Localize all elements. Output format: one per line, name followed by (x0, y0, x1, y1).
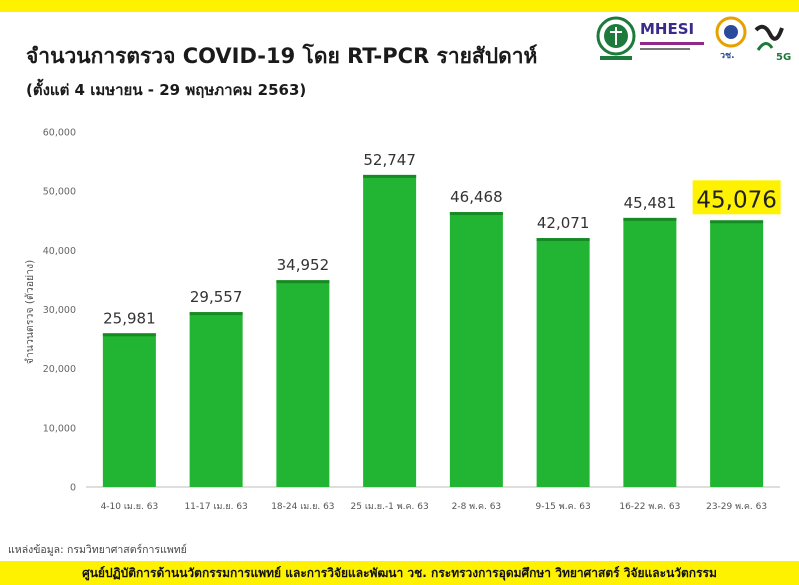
x-tick-label: 4-10 เม.ย. 63 (101, 502, 159, 512)
x-tick-label: 2-8 พ.ค. 63 (452, 502, 502, 512)
y-tick-label: 0 (70, 483, 76, 494)
highlight-label-box (692, 180, 781, 215)
y-tick-label: 10,000 (43, 423, 76, 434)
y-axis: 0 10,000 20,000 30,000 40,000 50,000 60,000 (43, 128, 76, 494)
bar-top-edge (623, 217, 677, 221)
chart-title: จำนวนการตรวจ COVID-19 โดย RT-PCR รายสัปด… (26, 44, 538, 68)
x-tick-label: 25 เม.ย.-1 พ.ค. 63 (351, 502, 429, 512)
mhesi-logo: MHESI (638, 18, 706, 50)
bar-top-edge (189, 312, 243, 316)
chart-subtitle: (ตั้งแต่ 4 เมษายน - 29 พฤษภาคม 2563) (26, 81, 307, 99)
bar (449, 212, 503, 487)
footer-credits: ศูนย์ปฏิบัติการด้านนวัตกรรมการแพทย์ และก… (82, 566, 717, 580)
nrct-logo-text: วช. (720, 51, 735, 61)
value-label: 25,981 (103, 309, 156, 327)
x-axis: 4-10 เม.ย. 63 11-17 เม.ย. 63 18-24 เม.ย. 6… (86, 486, 780, 512)
y-tick-label: 40,000 (43, 246, 76, 257)
value-label: 45,481 (624, 194, 677, 212)
bar (276, 280, 330, 487)
value-label: 29,557 (190, 288, 243, 306)
value-label: 52,747 (363, 151, 416, 169)
five-g-logo-text: 5G (776, 52, 791, 63)
dms-seal-logo (596, 16, 636, 60)
y-tick-label: 20,000 (43, 364, 76, 375)
x-tick-label: 18-24 เม.ย. 63 (271, 502, 334, 512)
value-label: 42,071 (537, 214, 590, 232)
data-source-note: แหล่งข้อมูล: กรมวิทยาศาสตร์การแพทย์ (8, 544, 187, 556)
bar-top-edge (536, 238, 590, 242)
bar-top-edge (102, 333, 156, 337)
bar (710, 220, 764, 487)
nrct-logo: วช. (715, 16, 747, 61)
y-tick-label: 30,000 (43, 305, 76, 316)
bar-top-edge (276, 280, 330, 284)
bar (536, 238, 590, 487)
bar (189, 312, 243, 487)
bar-top-edge (363, 174, 417, 178)
bottom-yellow-band (0, 561, 799, 585)
bar-top-edge (449, 212, 503, 216)
bar-chart: 0 10,000 20,000 30,000 40,000 50,000 60,000 4-… (24, 128, 781, 512)
y-axis-label: จำนวนตรวจ (ตัวอย่าง) (24, 260, 36, 365)
y-tick-label: 60,000 (43, 128, 76, 139)
value-label: 45,076 (696, 187, 776, 213)
bar-series (102, 174, 764, 488)
five-g-logo: 5G (754, 24, 791, 63)
bar (623, 217, 677, 487)
bar (363, 174, 417, 488)
value-label: 46,468 (450, 188, 503, 206)
x-tick-label: 23-29 พ.ค. 63 (706, 502, 767, 512)
mhesi-logo-text: MHESI (640, 20, 694, 38)
x-tick-label: 16-22 พ.ค. 63 (619, 502, 680, 512)
x-tick-label: 11-17 เม.ย. 63 (184, 502, 247, 512)
value-labels: 25,981 29,557 34,952 52,747 46,468 42,071 45,4… (103, 151, 781, 327)
bar-top-edge (710, 220, 764, 224)
bar (102, 333, 156, 487)
top-yellow-band (0, 0, 799, 12)
x-tick-label: 9-15 พ.ค. 63 (535, 502, 590, 512)
logo-group: MHESI วช. 5G (596, 14, 792, 66)
value-label: 34,952 (277, 256, 330, 274)
y-tick-label: 50,000 (43, 187, 76, 198)
